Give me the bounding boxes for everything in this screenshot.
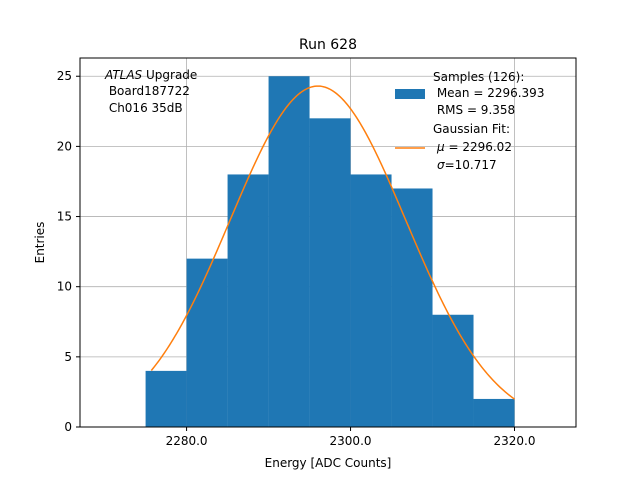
chart-title: Run 628 <box>299 37 357 53</box>
y-tick-label: 15 <box>57 210 72 224</box>
x-tick-label: 2320.0 <box>494 434 536 448</box>
histogram-bar <box>350 174 392 427</box>
y-tick-label: 0 <box>64 420 72 434</box>
annotation-atlas: ATLAS <box>104 68 143 82</box>
gaussian-fit-line <box>150 85 515 400</box>
y-tick-label: 5 <box>64 350 72 364</box>
legend-sigma-symbol: σ <box>437 158 445 172</box>
histogram-bar <box>227 174 269 427</box>
histogram-bar <box>186 258 228 427</box>
y-tick-label: 10 <box>57 280 72 294</box>
x-tick-label: 2300.0 <box>330 434 372 448</box>
legend-mu-value: = 2296.02 <box>445 140 512 154</box>
legend-samples-swatch <box>395 89 425 99</box>
histogram-bar <box>309 118 351 427</box>
legend-sigma-value: =10.717 <box>445 158 497 172</box>
legend: Samples (126): Mean = 2296.393 RMS = 9.3… <box>395 70 544 172</box>
ticks-layer: 2280.0 2300.0 2320.0 0 5 10 15 20 25 <box>57 69 536 448</box>
annotation-channel: Ch016 35dB <box>105 101 183 115</box>
annotation-upgrade: Upgrade <box>142 68 197 82</box>
legend-samples-rms: RMS = 9.358 <box>433 103 515 117</box>
y-axis-label: Entries <box>33 222 47 264</box>
legend-mu-symbol: μ <box>436 140 445 154</box>
legend-samples-mean: Mean = 2296.393 <box>433 86 544 100</box>
legend-fit-mu: μ = 2296.02 <box>436 140 512 154</box>
y-tick-label: 20 <box>57 139 72 153</box>
histogram-bar <box>473 398 515 427</box>
x-tick-label: 2280.0 <box>166 434 208 448</box>
plot-frame <box>79 57 577 428</box>
annotation-board: Board187722 <box>105 84 190 98</box>
histogram-bar <box>432 314 474 427</box>
svg-text:ATLAS Upgrade: ATLAS Upgrade <box>104 68 197 82</box>
histogram-bar <box>268 76 310 428</box>
fit-layer <box>150 85 515 400</box>
histogram-bar <box>145 370 187 427</box>
legend-samples-title: Samples (126): <box>433 70 524 84</box>
bars-layer <box>145 76 515 428</box>
legend-fit-title: Gaussian Fit: <box>433 122 510 136</box>
y-tick-label: 25 <box>57 69 72 83</box>
histogram-bar <box>391 188 433 427</box>
atlas-annotation: ATLAS Upgrade Board187722 Ch016 35dB <box>104 68 197 115</box>
legend-fit-sigma: σ=10.717 <box>437 158 497 172</box>
x-axis-label: Energy [ADC Counts] <box>265 456 392 470</box>
